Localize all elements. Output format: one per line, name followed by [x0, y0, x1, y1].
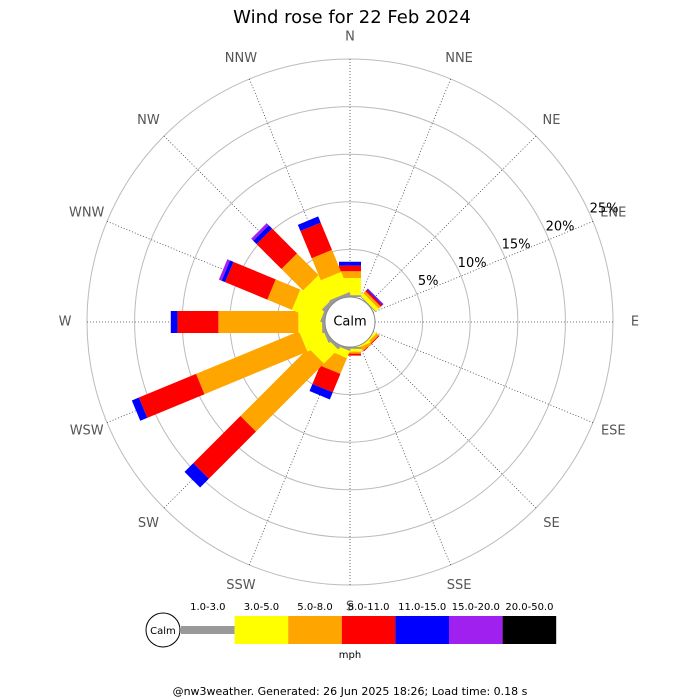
bar-segment	[196, 331, 308, 395]
bar-segment	[297, 216, 321, 231]
legend-swatch	[341, 616, 396, 644]
direction-label: NNW	[225, 51, 257, 66]
legend-swatch	[449, 616, 503, 644]
ring-label: 20%	[546, 219, 575, 234]
bar-segment	[170, 311, 178, 333]
ring-label: 10%	[458, 256, 487, 271]
direction-label: WSW	[70, 424, 104, 439]
bar-segment	[309, 383, 333, 400]
bar-segment	[131, 397, 148, 421]
legend-swatch	[502, 616, 557, 644]
legend-calm	[145, 612, 181, 648]
bar-segment	[138, 373, 205, 418]
bar-segment	[251, 223, 269, 241]
direction-label: SW	[138, 516, 159, 531]
bar-segment	[253, 225, 273, 245]
direction-label: WNW	[69, 205, 105, 220]
bar-segment	[311, 249, 342, 281]
direction-label: ESE	[601, 424, 626, 439]
bar-segment	[339, 261, 361, 266]
direction-label: N	[345, 30, 355, 45]
bar-segment	[363, 335, 380, 352]
direction-label: SE	[543, 516, 559, 531]
legend-label: 15.0-20.0	[452, 602, 500, 613]
bar-segment	[312, 365, 341, 393]
bar-segment	[225, 261, 276, 300]
direction-label: W	[59, 315, 72, 330]
direction-label: SSE	[447, 578, 472, 593]
bar-segment	[329, 292, 351, 304]
bar-segment	[267, 279, 301, 310]
legend-unit: mph	[339, 650, 361, 661]
direction-label: ENE	[600, 205, 626, 220]
spoke	[367, 339, 537, 509]
legend-label: 20.0-50.0	[505, 602, 553, 613]
bar-segment	[300, 222, 333, 259]
bar-segment	[218, 311, 299, 333]
legend-swatch	[395, 616, 449, 644]
legend-swatch	[181, 626, 235, 634]
bar-segment	[193, 416, 256, 479]
direction-label: E	[631, 315, 639, 330]
bar-segment	[240, 348, 324, 432]
bar-segment	[366, 289, 383, 306]
legend-swatch	[234, 616, 289, 644]
ring-label: 15%	[502, 238, 531, 253]
bar-segment	[339, 271, 361, 278]
legend-label: 3.0-5.0	[244, 602, 279, 613]
calm-label: Calm	[333, 315, 366, 330]
legend-label: 1.0-3.0	[190, 602, 225, 613]
spoke	[359, 344, 452, 566]
calm-circle	[324, 296, 376, 348]
bar-segment	[320, 271, 350, 301]
direction-label: NNE	[445, 51, 473, 66]
ring-label: 5%	[418, 274, 439, 289]
footer: @nw3weather. Generated: 26 Jun 2025 18:2…	[173, 685, 528, 698]
bar-segment	[281, 253, 319, 291]
direction-label: NW	[137, 113, 160, 128]
legend-swatch	[288, 616, 342, 644]
bar-segment	[303, 275, 338, 310]
legend-label: 5.0-8.0	[297, 602, 332, 613]
direction-label: NE	[543, 113, 561, 128]
bar-segment	[256, 228, 298, 270]
bar-segment	[363, 291, 381, 309]
bar-segment	[367, 288, 384, 305]
legend-label: 8.0-11.0	[348, 602, 390, 613]
bar-segment	[221, 260, 234, 283]
bar-segment	[365, 289, 383, 307]
direction-label: SSW	[226, 578, 256, 593]
chart-title: Wind rose for 22 Feb 2024	[233, 7, 471, 28]
ring-label: 25%	[590, 201, 619, 216]
spoke	[372, 331, 594, 424]
grid-ring	[134, 106, 566, 538]
bar-segment	[339, 265, 361, 272]
bar-segment	[360, 293, 379, 312]
spoke	[372, 220, 594, 313]
spoke	[359, 78, 452, 300]
spoke	[367, 135, 537, 305]
direction-label: S	[346, 600, 354, 615]
bar-segment	[177, 311, 219, 333]
legend-label: 11.0-15.0	[398, 602, 446, 613]
legend-calm-label: Calm	[150, 626, 176, 637]
bar-segment	[184, 463, 209, 488]
bar-segment	[218, 259, 230, 281]
